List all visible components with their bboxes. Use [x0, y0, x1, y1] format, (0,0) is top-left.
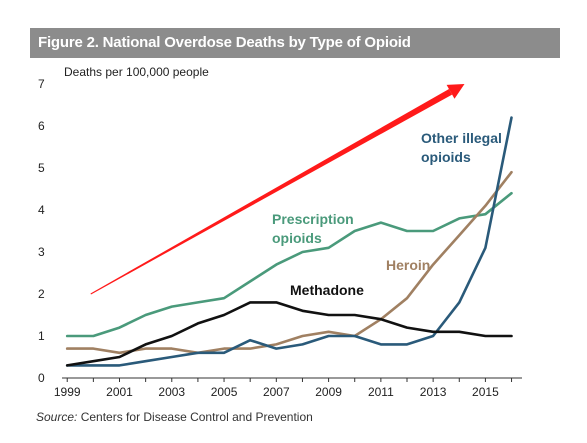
- series-label-other-illegal-opioids: Other illegal: [421, 130, 502, 146]
- source-note: Source: Centers for Disease Control and …: [36, 410, 313, 424]
- x-tick-label: 2007: [263, 385, 290, 399]
- series-label-methadone: Methadone: [290, 282, 364, 298]
- series-line-methadone: [65, 301, 513, 367]
- series-line-heroin: [65, 170, 513, 355]
- series-label-other-illegal-opioids: opioids: [421, 149, 471, 165]
- x-tick-label: 2003: [158, 385, 185, 399]
- source-label: Source:: [36, 410, 78, 424]
- series-line-prescription-opioids: [65, 191, 513, 338]
- x-tick-label: 2005: [211, 385, 238, 399]
- y-tick-label: 5: [38, 161, 45, 175]
- y-tick-label: 1: [38, 329, 45, 343]
- x-tick-label: 2009: [315, 385, 342, 399]
- trend-arrow-shaft: [90, 89, 453, 295]
- y-tick-label: 2: [38, 287, 45, 301]
- y-tick-label: 6: [38, 119, 45, 133]
- series-label-prescription-opioids: opioids: [272, 230, 322, 246]
- y-tick-label: 7: [38, 77, 45, 91]
- series-label-heroin: Heroin: [386, 257, 430, 273]
- figure-title: Figure 2. National Overdose Deaths by Ty…: [38, 34, 411, 51]
- x-tick-label: 2011: [368, 385, 394, 399]
- y-axis-label: Deaths per 100,000 people: [64, 65, 209, 79]
- y-tick-label: 0: [38, 371, 45, 385]
- x-tick-label: 2013: [420, 385, 447, 399]
- series-label-prescription-opioids: Prescription: [272, 211, 354, 227]
- y-tick-label: 4: [38, 203, 45, 217]
- y-tick-label: 3: [38, 245, 45, 259]
- trend-arrow-head: [446, 84, 465, 99]
- x-tick-label: 2001: [106, 385, 133, 399]
- series-line-other-illegal-opioids: [65, 116, 513, 367]
- x-tick-label: 1999: [54, 385, 81, 399]
- figure-title-bar: Figure 2. National Overdose Deaths by Ty…: [30, 28, 560, 58]
- source-text: Centers for Disease Control and Preventi…: [80, 410, 313, 424]
- x-tick-label: 2015: [472, 385, 499, 399]
